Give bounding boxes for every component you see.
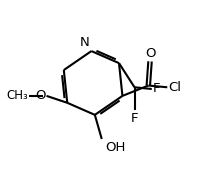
Text: O: O [35,88,46,101]
Text: F: F [131,112,138,125]
Text: N: N [80,36,90,49]
Text: O: O [145,47,155,60]
Text: OH: OH [105,141,126,154]
Text: CH₃: CH₃ [7,88,28,101]
Text: F: F [153,82,160,95]
Text: Cl: Cl [168,81,181,94]
